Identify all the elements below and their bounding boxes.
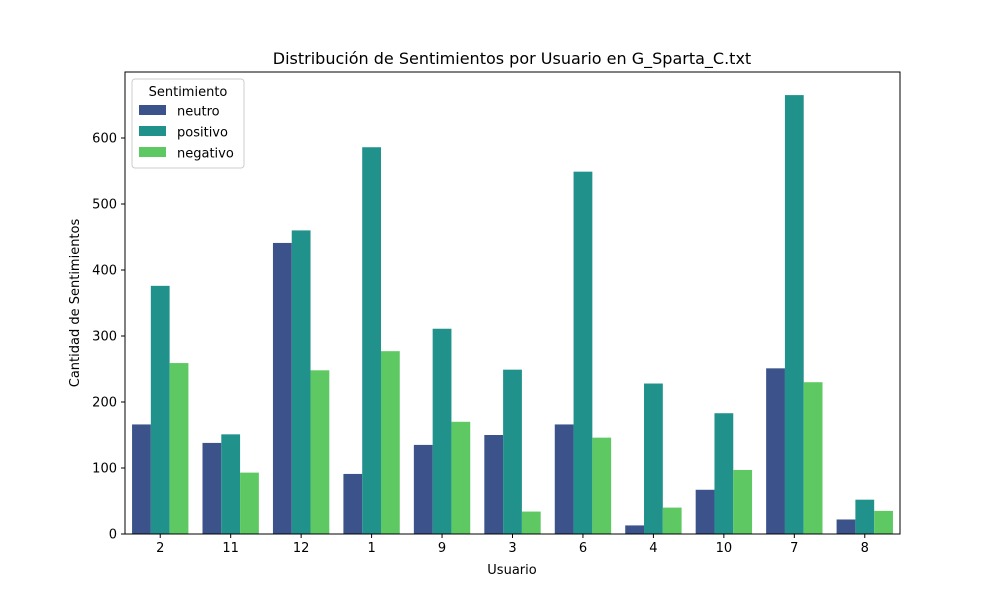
bar-positivo-7 [784, 95, 804, 534]
bar-negativo-7 [803, 382, 823, 534]
y-tick-label: 600 [92, 132, 117, 147]
x-tick-label: 8 [861, 541, 869, 556]
bar-neutro-8 [836, 519, 856, 534]
bar-positivo-3 [503, 369, 522, 534]
bar-neutro-11 [202, 442, 222, 534]
legend-swatch-neutro [139, 105, 166, 115]
bar-neutro-10 [695, 489, 715, 534]
bar-negativo-10 [733, 469, 753, 534]
x-tick-label: 11 [222, 541, 239, 556]
legend-label-positivo: positivo [177, 126, 228, 141]
legend-label-neutro: neutro [177, 105, 220, 120]
y-tick-label: 300 [92, 330, 117, 345]
legend-items: neutro positivo negativo [139, 105, 234, 162]
bar-neutro-6 [554, 424, 574, 534]
y-axis: 0 100 200 300 400 500 600 [92, 132, 125, 543]
x-tick-label: 6 [579, 541, 587, 556]
legend: Sentimiento neutro positivo negativo [131, 78, 245, 169]
bar-positivo-1 [362, 147, 381, 535]
bar-negativo-3 [521, 511, 541, 534]
bar-positivo-11 [221, 434, 241, 534]
bar-negativo-4 [662, 507, 682, 534]
y-tick-label: 400 [92, 264, 117, 279]
bar-negativo-11 [240, 472, 259, 534]
bar-neutro-2 [132, 424, 151, 534]
bar-neutro-3 [484, 435, 504, 534]
bar-negativo-9 [451, 421, 471, 534]
bar-negativo-8 [874, 510, 893, 534]
x-tick-label: 1 [367, 541, 375, 556]
bar-positivo-2 [150, 285, 170, 534]
bar-positivo-12 [291, 230, 311, 534]
bar-neutro-9 [413, 444, 433, 534]
bar-negativo-2 [169, 363, 189, 534]
bar-positivo-4 [644, 383, 663, 534]
x-tick-label: 10 [716, 541, 733, 556]
x-tick-label: 7 [790, 541, 798, 556]
y-tick-label: 0 [109, 528, 117, 543]
x-tick-label: 12 [293, 541, 310, 556]
y-axis-label: Cantidad de Sentimientos [68, 219, 83, 388]
bar-positivo-8 [855, 499, 875, 534]
x-axis: 2 11 12 1 9 3 6 4 10 7 8 [156, 534, 869, 556]
y-tick-label: 500 [92, 198, 117, 213]
x-tick-label: 4 [649, 541, 657, 556]
legend-title: Sentimiento [149, 85, 228, 100]
bar-neutro-7 [766, 368, 785, 534]
chart-title: Distribución de Sentimientos por Usuario… [273, 49, 751, 69]
bar-negativo-6 [592, 437, 612, 534]
x-tick-label: 2 [156, 541, 164, 556]
legend-swatch-positivo [139, 126, 166, 136]
bar-positivo-10 [714, 413, 734, 534]
bar-neutro-12 [272, 242, 292, 534]
x-tick-label: 3 [508, 541, 516, 556]
x-tick-label: 9 [438, 541, 446, 556]
legend-swatch-negativo [139, 147, 166, 157]
legend-box [131, 78, 245, 169]
bar-neutro-4 [625, 525, 645, 534]
bar-neutro-1 [343, 473, 363, 534]
y-tick-label: 200 [92, 396, 117, 411]
bar-negativo-1 [380, 351, 400, 534]
y-tick-label: 100 [92, 462, 117, 477]
bar-negativo-12 [310, 370, 330, 534]
legend-label-negativo: negativo [177, 147, 234, 162]
bar-positivo-9 [432, 328, 452, 534]
bars-layer [132, 95, 893, 535]
x-axis-label: Usuario [487, 563, 536, 578]
bar-positivo-6 [573, 171, 593, 534]
